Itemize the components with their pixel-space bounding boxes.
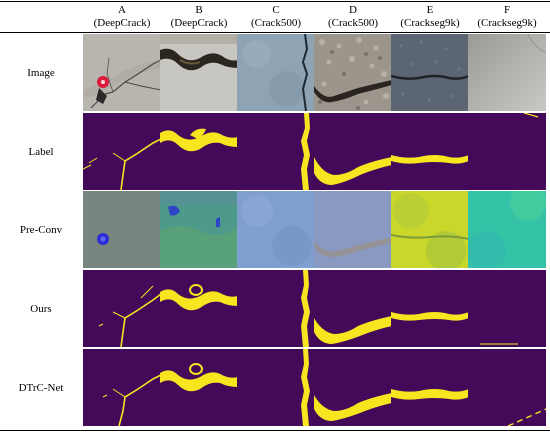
preconv-f-map — [468, 191, 546, 268]
dtrcnet-b-mask — [160, 349, 238, 426]
column-header-e: E (Crackseg9k) — [391, 4, 469, 30]
column-dataset: (DeepCrack) — [93, 17, 151, 29]
ours-a-mask — [83, 270, 161, 347]
row-label-ours: Ours — [30, 303, 52, 315]
image-c-photo — [237, 34, 315, 111]
column-header-c: C (Crack500) — [237, 4, 315, 30]
label-a-mask — [83, 113, 161, 190]
ours-e-mask — [391, 270, 469, 347]
column-dataset: (Crackseg9k) — [400, 17, 460, 29]
preconv-b-map — [160, 191, 238, 268]
row-label-image: Image — [27, 67, 55, 79]
preconv-e-map — [391, 191, 469, 268]
column-letter: D — [349, 4, 357, 16]
label-d-mask — [314, 113, 392, 190]
row-label-pre-conv: Pre-Conv — [19, 224, 63, 236]
row-label-dtrc-net: DTrC-Net — [18, 382, 64, 394]
column-letter: A — [118, 4, 126, 16]
table-bottom-rule — [0, 430, 550, 431]
image-e-photo — [391, 34, 469, 111]
row-label-label: Label — [28, 146, 54, 158]
column-letter: F — [503, 4, 511, 16]
column-letter: C — [272, 4, 280, 16]
label-b-mask — [160, 113, 238, 190]
dtrcnet-f-mask — [468, 349, 546, 426]
image-b-photo — [160, 34, 238, 111]
image-a-photo — [83, 34, 161, 111]
image-f-photo — [468, 34, 546, 111]
label-e-mask — [391, 113, 469, 190]
preconv-a-map — [83, 191, 161, 268]
ours-c-mask — [237, 270, 315, 347]
label-f-mask — [468, 113, 546, 190]
dtrcnet-d-mask — [314, 349, 392, 426]
image-d-photo — [314, 34, 392, 111]
ours-d-mask — [314, 270, 392, 347]
dtrcnet-e-mask — [391, 349, 469, 426]
preconv-d-map — [314, 191, 392, 268]
column-header-f: F (Crackseg9k) — [468, 4, 546, 30]
column-dataset: (DeepCrack) — [170, 17, 228, 29]
column-letter: E — [426, 4, 434, 16]
ours-f-mask — [468, 270, 546, 347]
dtrcnet-a-mask — [83, 349, 161, 426]
column-letter: B — [195, 4, 203, 16]
column-header-d: D (Crack500) — [314, 4, 392, 30]
dtrcnet-c-mask — [237, 349, 315, 426]
ours-b-mask — [160, 270, 238, 347]
column-dataset: (Crackseg9k) — [477, 17, 537, 29]
preconv-c-map — [237, 191, 315, 268]
column-header-a: A (DeepCrack) — [83, 4, 161, 30]
column-dataset: (Crack500) — [250, 17, 302, 29]
label-c-mask — [237, 113, 315, 190]
column-dataset: (Crack500) — [327, 17, 379, 29]
table-top-rule — [0, 1, 550, 2]
crack-mask — [83, 138, 161, 190]
column-header-b: B (DeepCrack) — [160, 4, 238, 30]
table-header-rule — [0, 32, 550, 33]
